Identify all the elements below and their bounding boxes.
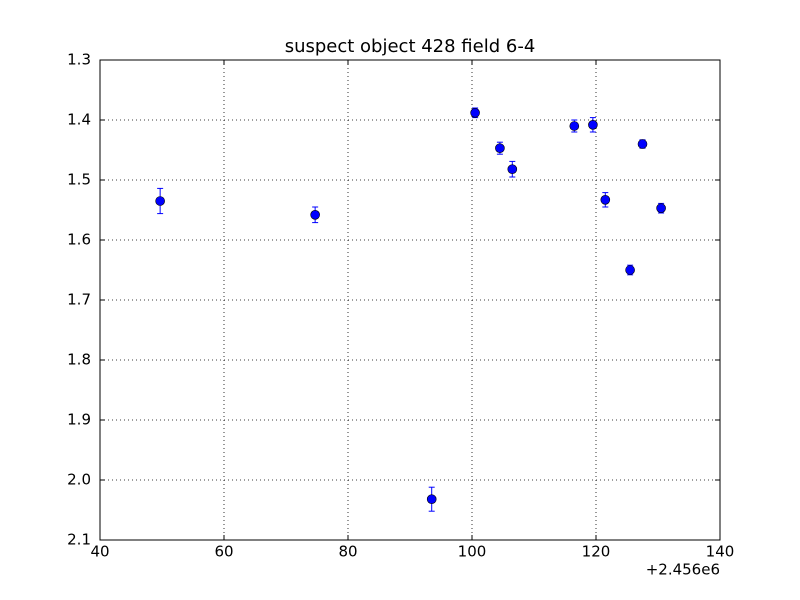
- y-tick-label: 1.6: [67, 231, 91, 249]
- x-tick-label: 40: [90, 543, 109, 561]
- x-tick-label: 80: [338, 543, 357, 561]
- point: [507, 164, 518, 174]
- y-tick-label: 1.8: [67, 351, 91, 369]
- y-tick-label: 2.1: [67, 531, 91, 549]
- point: [470, 108, 480, 118]
- point: [569, 121, 580, 131]
- y-tick-label: 1.3: [67, 51, 91, 69]
- x-tick-label: 100: [458, 543, 487, 561]
- point: [588, 120, 598, 130]
- y-tick-label: 1.7: [67, 291, 91, 309]
- x-tick-label: 60: [214, 543, 233, 561]
- point: [625, 265, 635, 275]
- x-tick-label: 140: [706, 543, 735, 561]
- point: [637, 139, 648, 149]
- point: [426, 494, 437, 505]
- point: [656, 203, 666, 213]
- point: [155, 196, 165, 206]
- x-tick-label: 120: [582, 543, 611, 561]
- point: [310, 210, 320, 220]
- chart-title: suspect object 428 field 6-4: [285, 36, 536, 57]
- x-offset-label: +2.456e6: [646, 561, 720, 579]
- plot-frame: [99, 59, 721, 541]
- y-tick-label: 2.0: [67, 471, 91, 489]
- y-tick-label: 1.9: [67, 411, 91, 429]
- y-tick-label: 1.4: [67, 111, 91, 129]
- y-tick-label: 1.5: [67, 171, 91, 189]
- point: [495, 143, 505, 153]
- point: [600, 195, 611, 205]
